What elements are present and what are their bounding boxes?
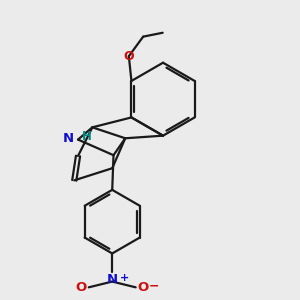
Text: O: O <box>138 281 149 294</box>
Text: H: H <box>81 130 91 143</box>
Text: O: O <box>124 50 134 63</box>
Text: +: + <box>119 273 129 283</box>
Text: O: O <box>75 281 87 294</box>
Text: N: N <box>107 273 118 286</box>
Text: −: − <box>149 280 159 292</box>
Text: N: N <box>63 132 74 145</box>
